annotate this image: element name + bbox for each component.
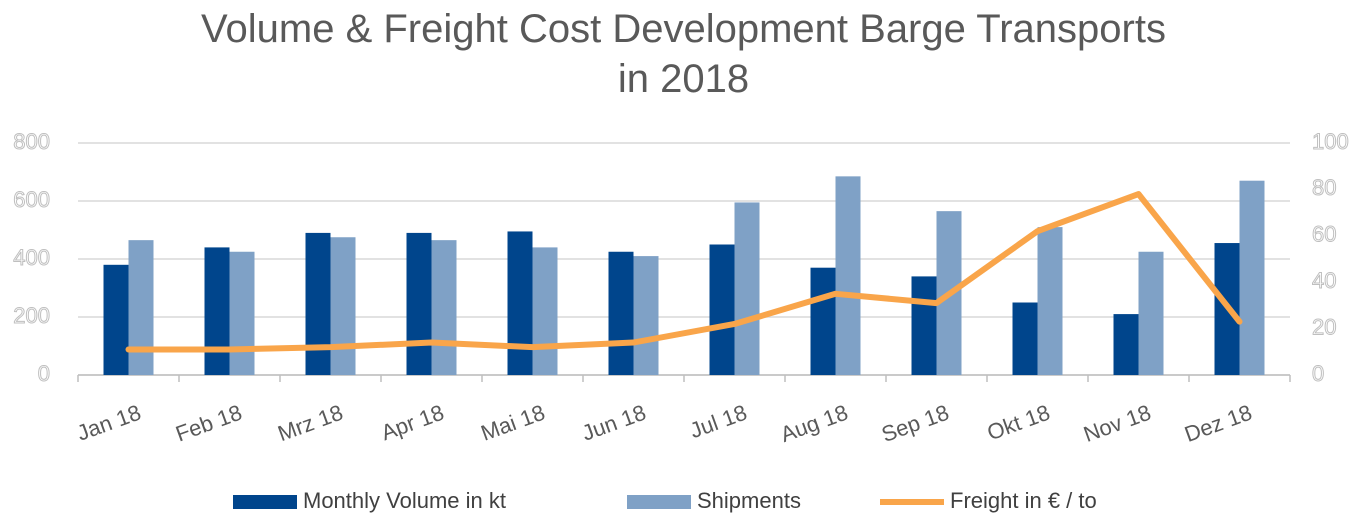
x-tick-label: Mai 18 [478,400,549,446]
x-tick-label: Jan 18 [74,400,145,446]
x-tick-label: Apr 18 [378,400,447,446]
legend-swatch [233,495,297,509]
bar [532,247,558,375]
bar [734,202,760,375]
bar [633,256,659,375]
x-tick-label: Dez 18 [1181,400,1255,447]
y2-tick-label: 100 [1312,129,1349,154]
x-tick-label: Jul 18 [686,400,750,444]
y-tick-label: 600 [13,187,50,212]
y-tick-label: 400 [13,245,50,270]
y2-tick-label: 60 [1312,222,1336,247]
y2-tick-label: 40 [1312,268,1336,293]
bar [709,244,735,375]
x-tick-label: Nov 18 [1080,400,1154,447]
bar [330,237,356,375]
bar [431,240,457,375]
bar [911,276,937,375]
bar [305,232,331,375]
bar [1239,180,1265,375]
y2-tick-label: 0 [1312,361,1324,386]
legend-swatch [627,495,691,509]
x-tick-label: Jun 18 [579,400,650,446]
bar [507,231,533,375]
x-tick-label: Okt 18 [984,400,1053,446]
y-tick-label: 800 [13,129,50,154]
y2-tick-label: 80 [1312,175,1336,200]
bar [1037,227,1063,375]
legend-label: Monthly Volume in kt [303,488,506,513]
x-tick-label: Sep 18 [878,400,952,447]
y2-tick-label: 20 [1312,314,1336,339]
x-tick-label: Aug 18 [777,400,851,447]
line [125,191,1243,353]
bar [204,247,230,375]
legend-label: Freight in € / to [950,488,1097,513]
bar [810,267,836,375]
bar [835,176,861,375]
y-tick-label: 200 [13,303,50,328]
bar [608,251,634,375]
bar [1012,302,1038,375]
chart-title: Volume & Freight Cost Development Barge … [201,7,1166,101]
bar [128,240,154,375]
bar [103,264,129,375]
y-tick-label: 0 [38,361,50,386]
bar [229,251,255,375]
bar [1113,314,1139,375]
bar [1138,251,1164,375]
x-tick-label: Feb 18 [172,400,245,447]
x-tick-label: Mrz 18 [274,400,346,446]
bar [406,232,432,375]
legend-label: Shipments [697,488,801,513]
